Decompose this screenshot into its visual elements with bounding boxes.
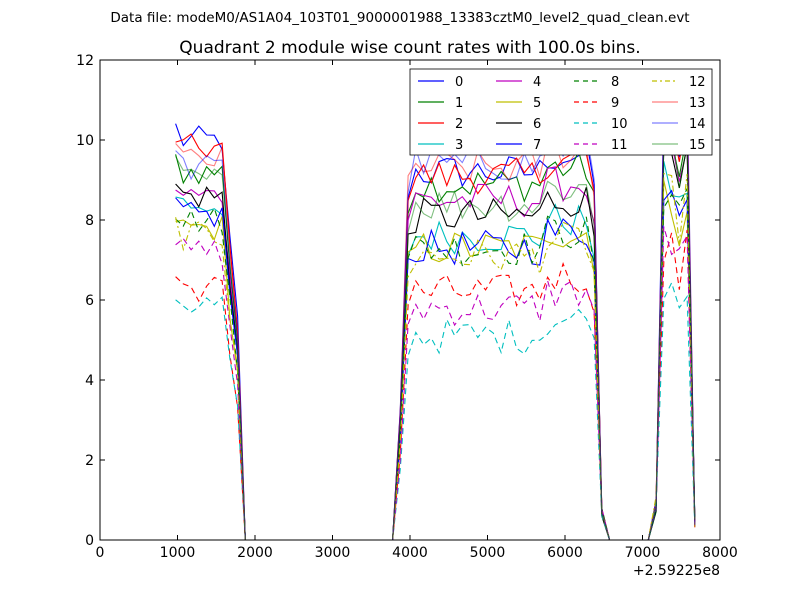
series-line-7 <box>175 189 696 541</box>
series-line-2 <box>175 115 696 541</box>
x-tick-label: 0 <box>96 545 105 561</box>
series-line-0 <box>175 105 696 541</box>
legend-label-13: 13 <box>689 96 706 111</box>
legend-label-8: 8 <box>611 75 619 90</box>
legend-label-6: 6 <box>533 117 541 132</box>
x-tick-label: 2000 <box>237 545 273 561</box>
x-offset-label: +2.59225e8 <box>633 563 720 579</box>
legend-label-11: 11 <box>611 138 628 153</box>
legend-label-12: 12 <box>689 75 706 90</box>
y-tick-label: 0 <box>85 533 94 549</box>
legend-label-14: 14 <box>689 117 706 132</box>
legend-label-0: 0 <box>455 75 463 90</box>
x-tick-label: 6000 <box>547 545 583 561</box>
x-tick-label: 3000 <box>315 545 351 561</box>
y-tick-label: 4 <box>85 373 94 389</box>
series-line-10 <box>175 281 696 541</box>
legend-box <box>409 68 713 156</box>
y-tick-label: 8 <box>85 213 94 229</box>
data-file-suptitle: Data file: modeM0/AS1A04_103T01_90000019… <box>110 10 690 26</box>
legend-label-2: 2 <box>455 117 463 132</box>
series-line-4 <box>175 130 696 541</box>
y-tick-label: 12 <box>76 53 94 69</box>
legend-label-9: 9 <box>611 96 619 111</box>
chart-title: Quadrant 2 module wise count rates with … <box>179 38 640 58</box>
y-tick-label: 2 <box>85 453 94 469</box>
series-line-9 <box>175 229 696 541</box>
x-tick-label: 7000 <box>625 545 661 561</box>
series-line-13 <box>175 95 696 541</box>
legend-label-4: 4 <box>533 75 541 90</box>
x-tick-label: 5000 <box>470 545 506 561</box>
series-line-11 <box>175 226 696 541</box>
legend-label-1: 1 <box>455 96 463 111</box>
legend-label-5: 5 <box>533 96 541 111</box>
x-tick-label: 8000 <box>702 545 738 561</box>
y-tick-label: 10 <box>76 133 94 149</box>
legend-label-3: 3 <box>455 138 463 153</box>
legend-label-15: 15 <box>689 138 706 153</box>
legend-label-7: 7 <box>533 138 541 153</box>
series-line-1 <box>175 133 696 541</box>
x-tick-label: 1000 <box>160 545 196 561</box>
series-line-12 <box>175 172 696 541</box>
legend-label-10: 10 <box>611 117 628 132</box>
x-tick-label: 4000 <box>392 545 428 561</box>
series-line-3 <box>175 161 696 541</box>
y-tick-label: 6 <box>85 293 94 309</box>
